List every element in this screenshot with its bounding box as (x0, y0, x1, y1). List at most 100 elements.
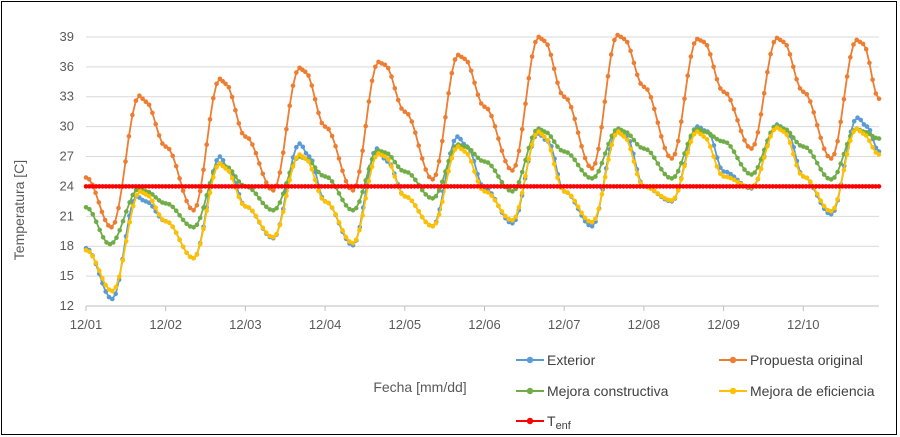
data-point (243, 184, 248, 189)
data-point (440, 179, 445, 185)
y-tick-label: 12 (60, 298, 74, 313)
series-line (85, 33, 880, 229)
data-point (423, 192, 429, 197)
data-point (267, 207, 273, 212)
data-point (826, 184, 832, 189)
data-point (329, 133, 335, 139)
data-point (787, 184, 792, 189)
data-point (534, 184, 540, 189)
data-point (160, 141, 165, 146)
data-point (146, 193, 152, 199)
data-point (340, 168, 345, 173)
data-point (731, 107, 737, 112)
data-point (843, 184, 849, 189)
data-point (575, 130, 581, 135)
y-tick-label: 39 (60, 29, 74, 44)
data-point (835, 169, 840, 175)
data-point (392, 184, 397, 189)
data-point (233, 107, 238, 113)
data-point (482, 159, 487, 164)
data-point (634, 72, 640, 78)
data-point (866, 184, 872, 189)
data-point (269, 184, 275, 189)
data-point (312, 96, 318, 102)
data-point (216, 184, 221, 189)
data-point (599, 192, 605, 197)
data-point (516, 179, 522, 185)
data-point (355, 184, 361, 189)
data-point (472, 80, 477, 86)
data-point (271, 188, 276, 193)
data-point (763, 184, 769, 189)
data-point (738, 128, 744, 134)
data-point (586, 218, 591, 224)
data-point (114, 235, 119, 240)
data-point (326, 175, 331, 180)
x-tick-label: 12/04 (309, 317, 342, 332)
data-point (714, 164, 720, 169)
data-point (710, 184, 716, 189)
data-point (110, 296, 115, 302)
data-point (828, 209, 834, 214)
data-point (166, 202, 172, 207)
data-point (133, 98, 139, 103)
data-point (264, 204, 269, 210)
data-point (451, 138, 457, 144)
data-point (685, 150, 690, 156)
data-point (730, 184, 736, 189)
data-point (433, 220, 439, 226)
data-point (93, 219, 99, 224)
data-point (409, 119, 415, 124)
data-point (851, 42, 856, 47)
x-tick-label: 12/09 (707, 317, 740, 332)
legend-label: Mejora de eficiencia (750, 383, 875, 399)
data-point (426, 195, 432, 200)
data-point (134, 192, 139, 198)
data-point (243, 204, 248, 209)
data-point (180, 217, 186, 223)
data-point (266, 184, 271, 189)
data-point (130, 203, 136, 209)
data-point (124, 209, 129, 214)
data-point (419, 156, 425, 161)
data-point (714, 184, 719, 189)
data-point (860, 41, 866, 47)
data-point (440, 199, 445, 204)
data-point (724, 140, 730, 146)
data-point (596, 206, 601, 212)
data-point (876, 184, 882, 189)
data-point (284, 126, 289, 132)
data-point (239, 184, 245, 189)
data-point (419, 214, 425, 220)
data-point (503, 158, 508, 164)
data-point (459, 146, 464, 152)
data-point (116, 205, 121, 211)
data-point (93, 260, 99, 266)
data-point (582, 172, 588, 177)
data-point (555, 144, 560, 149)
data-point (264, 180, 269, 185)
data-point (641, 146, 647, 151)
data-point (319, 120, 325, 126)
data-point (588, 184, 593, 189)
legend-label: Exterior (547, 352, 596, 368)
data-point (581, 184, 586, 189)
data-point (180, 244, 186, 250)
data-point (312, 177, 318, 183)
data-point (179, 184, 185, 189)
data-point (787, 52, 793, 57)
data-point (813, 184, 819, 189)
data-point (109, 225, 114, 230)
data-point (711, 134, 716, 139)
data-point (685, 141, 690, 147)
data-point (468, 148, 474, 153)
series-tenf (83, 184, 882, 189)
data-point (316, 169, 321, 175)
data-point (173, 230, 179, 235)
legend-marker (729, 387, 737, 395)
data-point (271, 234, 276, 240)
data-point (767, 184, 772, 189)
data-point (652, 155, 657, 161)
data-point (299, 184, 305, 189)
